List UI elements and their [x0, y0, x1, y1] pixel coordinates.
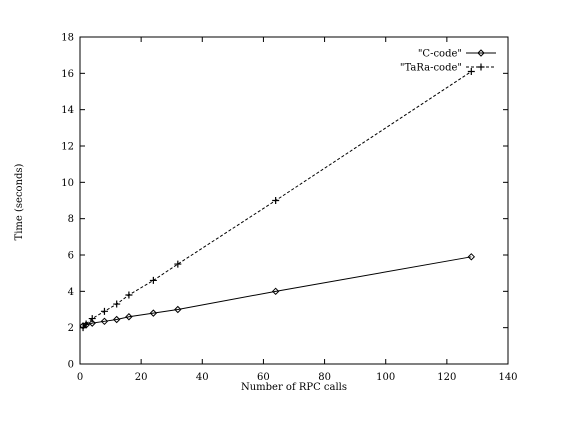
x-axis-label: Number of RPC calls: [241, 382, 347, 393]
legend-marker: [477, 63, 485, 71]
y-tick-label: 12: [61, 142, 74, 153]
y-tick-label: 8: [68, 214, 74, 225]
legend: "C-code" "TaRa-code": [400, 49, 496, 74]
data-point: [174, 305, 182, 314]
data-point: [149, 276, 157, 284]
x-tick-label: 100: [376, 372, 395, 383]
data-point: [88, 315, 96, 323]
series-1: [79, 68, 475, 332]
legend-label: "TaRa-code": [400, 63, 462, 74]
data-point: [149, 309, 158, 317]
data-point: [112, 315, 121, 324]
legend-marker: [477, 49, 485, 57]
data-point: [100, 317, 109, 326]
data-point: [174, 260, 182, 268]
x-axis-ticks: 0 20 40 60 80 100 120 140: [77, 37, 518, 383]
y-tick-label: 18: [61, 33, 74, 44]
x-tick-label: 40: [196, 372, 209, 383]
x-tick-label: 0: [77, 372, 83, 383]
data-point: [467, 253, 476, 261]
y-tick-label: 0: [68, 360, 74, 371]
y-tick-label: 16: [61, 69, 74, 80]
data-point: [272, 197, 280, 204]
data-point: [100, 307, 108, 315]
x-tick-label: 60: [257, 372, 270, 383]
series-0: [79, 253, 476, 330]
legend-label: "C-code": [418, 49, 462, 60]
y-tick-label: 2: [68, 323, 74, 334]
series-line: [82, 256, 472, 327]
series-layer: [79, 68, 476, 332]
data-point: [82, 320, 90, 328]
data-point: [88, 319, 96, 327]
y-axis-label: Time (seconds): [14, 163, 25, 240]
series-line: [82, 71, 472, 328]
y-tick-label: 4: [68, 287, 74, 298]
y-tick-label: 6: [68, 251, 74, 262]
data-point: [125, 291, 133, 299]
data-point: [113, 300, 121, 308]
x-tick-label: 120: [437, 372, 456, 383]
data-point: [125, 313, 133, 321]
data-point: [79, 324, 87, 332]
y-tick-label: 10: [61, 178, 74, 189]
x-tick-label: 140: [498, 372, 517, 383]
plot-frame: [79, 36, 509, 365]
x-tick-label: 20: [135, 372, 148, 383]
y-tick-label: 14: [61, 105, 74, 116]
y-axis-ticks: 0 2 4 6 8 10 12 14 16 18: [61, 33, 508, 371]
x-tick-label: 80: [318, 372, 331, 383]
data-point: [467, 68, 475, 76]
data-point: [271, 287, 280, 296]
